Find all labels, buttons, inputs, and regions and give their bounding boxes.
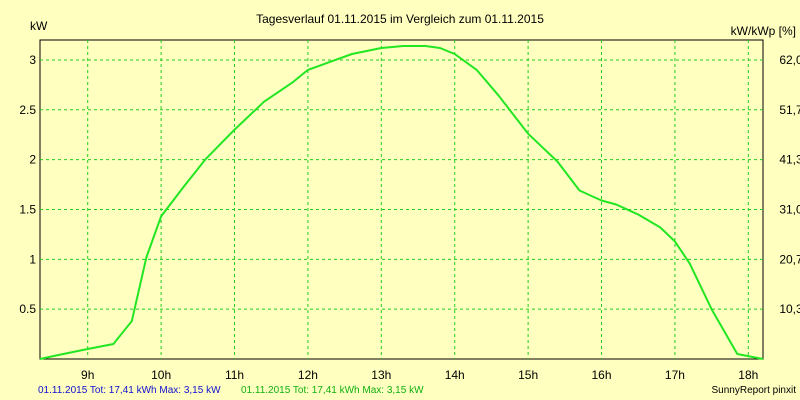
x-tick-label: 12h: [298, 368, 318, 382]
credit-label: SunnyReport pinxit: [712, 385, 797, 396]
y-tick-label: 2.5: [19, 103, 36, 117]
legend-entry-green: 01.11.2015 Tot: 17,41 kWh Max: 3,15 kW: [241, 385, 424, 396]
chart-title: Tagesverlauf 01.11.2015 im Vergleich zum…: [256, 12, 544, 26]
y-tick-label: 1: [29, 252, 36, 266]
y2-axis-label: kW/kWp [%]: [731, 24, 796, 38]
series-layer: [39, 45, 764, 360]
y2-tick-label: 62,0: [779, 53, 800, 67]
x-tick-label: 15h: [518, 368, 538, 382]
tick-labels: 9h 10h 11h 12h 13h 14h 15h 16h 17h 18h 0.5 1 1.5 2 2.5…: [19, 53, 800, 382]
x-tick-label: 9h: [81, 368, 94, 382]
y-tick-label: 0.5: [19, 302, 36, 316]
y-tick-label: 2: [29, 153, 36, 167]
series-line: [39, 45, 764, 360]
y2-tick-label: 41,3: [779, 153, 800, 167]
x-tick-label: 10h: [151, 368, 171, 382]
x-tick-label: 17h: [665, 368, 685, 382]
grid-lines: [40, 40, 763, 359]
x-tick-label: 14h: [445, 368, 465, 382]
x-tick-label: 18h: [738, 368, 758, 382]
y2-tick-label: 51,7: [779, 103, 800, 117]
x-tick-label: 11h: [225, 368, 244, 382]
y2-tick-label: 10,3: [779, 302, 800, 316]
y2-tick-label: 31,0: [779, 202, 800, 216]
x-tick-label: 13h: [371, 368, 391, 382]
y-axis-label: kW: [30, 19, 48, 33]
plot-area: [39, 39, 764, 360]
y2-tick-label: 20,7: [779, 252, 800, 266]
legend-entry-blue: 01.11.2015 Tot: 17,41 kWh Max: 3,15 kW: [38, 385, 221, 396]
y-tick-label: 1.5: [19, 202, 36, 216]
y-tick-label: 3: [29, 53, 36, 67]
x-tick-label: 16h: [592, 368, 612, 382]
